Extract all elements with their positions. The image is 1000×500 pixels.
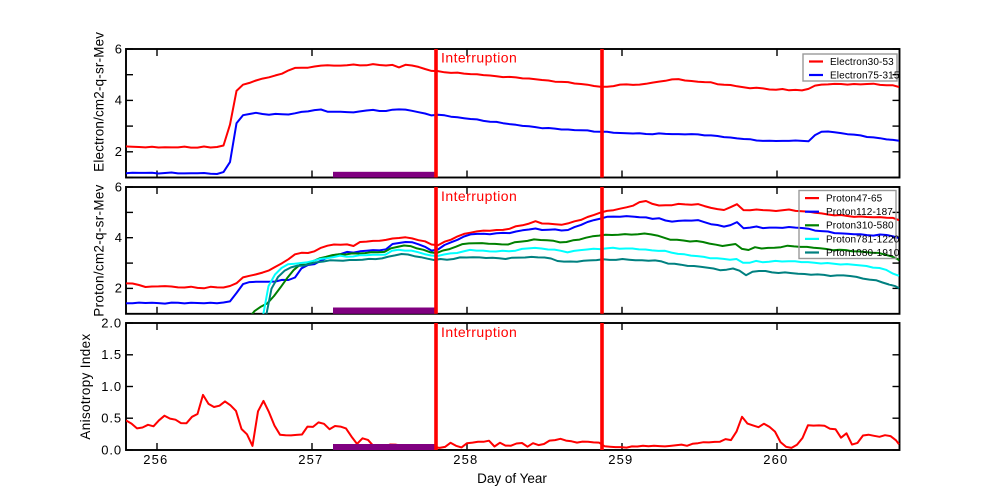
svg-text:Prton1080-1910: Prton1080-1910 <box>826 248 900 259</box>
svg-text:1.5: 1.5 <box>101 347 122 362</box>
svg-text:4: 4 <box>115 230 122 245</box>
svg-text:259: 259 <box>608 452 633 467</box>
svg-text:6: 6 <box>115 179 122 194</box>
svg-text:Day of Year: Day of Year <box>477 471 547 486</box>
svg-text:Interruption: Interruption <box>441 50 517 66</box>
svg-text:0.0: 0.0 <box>101 442 122 457</box>
svg-text:257: 257 <box>298 452 323 467</box>
svg-text:Proton112-187: Proton112-187 <box>826 207 893 218</box>
svg-text:Electron75-315: Electron75-315 <box>830 71 900 82</box>
svg-text:4: 4 <box>115 93 122 108</box>
svg-text:2: 2 <box>115 281 122 296</box>
svg-text:6: 6 <box>115 41 122 56</box>
svg-text:1.0: 1.0 <box>101 379 122 394</box>
svg-text:2.0: 2.0 <box>101 315 122 330</box>
svg-text:2: 2 <box>115 144 122 159</box>
svg-text:Anisotropy Index: Anisotropy Index <box>78 333 93 439</box>
svg-text:258: 258 <box>453 452 478 467</box>
svg-text:Electron30-53: Electron30-53 <box>830 57 894 68</box>
svg-text:260: 260 <box>763 452 788 467</box>
svg-text:256: 256 <box>143 452 168 467</box>
svg-text:Proton310-580: Proton310-580 <box>826 221 894 232</box>
svg-text:Interruption: Interruption <box>441 324 517 340</box>
svg-text:Electron/cm2-q-sr-Mev: Electron/cm2-q-sr-Mev <box>91 32 106 172</box>
svg-text:Proton/cm2-q-sr-Mev: Proton/cm2-q-sr-Mev <box>91 184 106 316</box>
svg-text:Proton781-1220: Proton781-1220 <box>826 234 900 245</box>
svg-text:Proton47-65: Proton47-65 <box>826 194 883 205</box>
svg-text:Interruption: Interruption <box>441 188 517 204</box>
svg-text:0.5: 0.5 <box>101 411 122 426</box>
